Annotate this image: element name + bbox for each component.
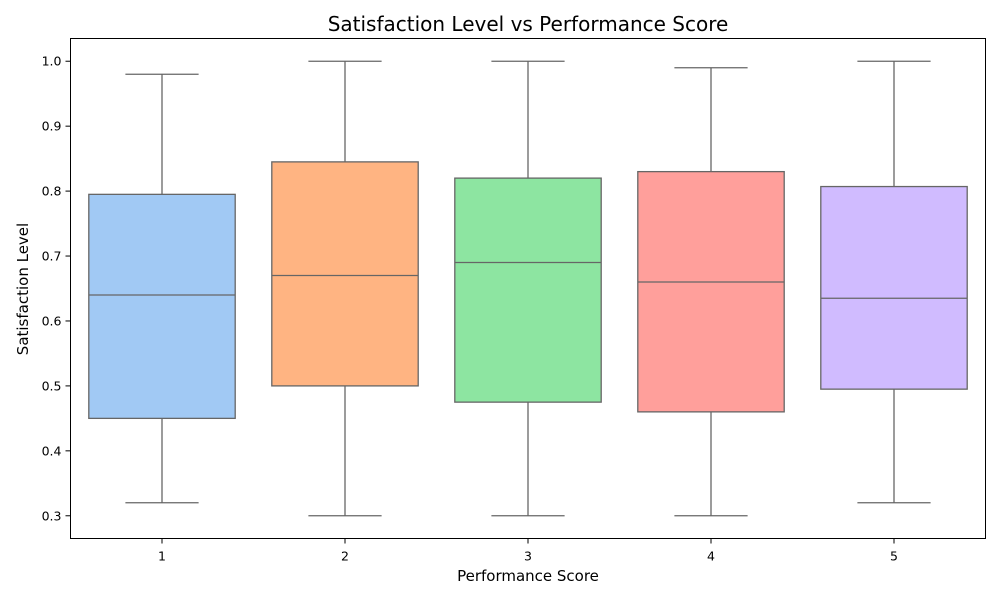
x-tick-label: 4 (707, 549, 715, 564)
box-category-5 (820, 185, 968, 390)
y-tick-label: 0.9 (42, 119, 62, 134)
x-tick-label: 1 (158, 549, 166, 564)
y-tick-label: 0.3 (42, 508, 62, 523)
x-tick-label: 3 (524, 549, 532, 564)
y-tick-label: 0.7 (42, 249, 62, 264)
box-category-4 (637, 170, 785, 413)
plot-area: 0.3 0.4 0.5 0.6 0.7 0.8 0.9 1.0 1 2 3 4 5 (42, 54, 968, 564)
y-tick-label: 0.4 (42, 443, 62, 458)
x-tick-label: 2 (341, 549, 349, 564)
y-tick-label: 0.5 (42, 378, 62, 393)
box-category-1 (88, 193, 236, 420)
box-category-2 (271, 161, 419, 387)
y-tick-label: 0.8 (42, 184, 62, 199)
x-axis-label: Performance Score (457, 567, 599, 585)
y-axis-label: Satisfaction Level (14, 223, 32, 355)
x-tick-label: 5 (890, 549, 898, 564)
y-tick-label: 1.0 (42, 54, 62, 69)
box-category-3 (454, 177, 602, 403)
y-tick-label: 0.6 (42, 313, 62, 328)
plot-frame (70, 38, 986, 539)
chart-title: Satisfaction Level vs Performance Score (328, 12, 729, 36)
